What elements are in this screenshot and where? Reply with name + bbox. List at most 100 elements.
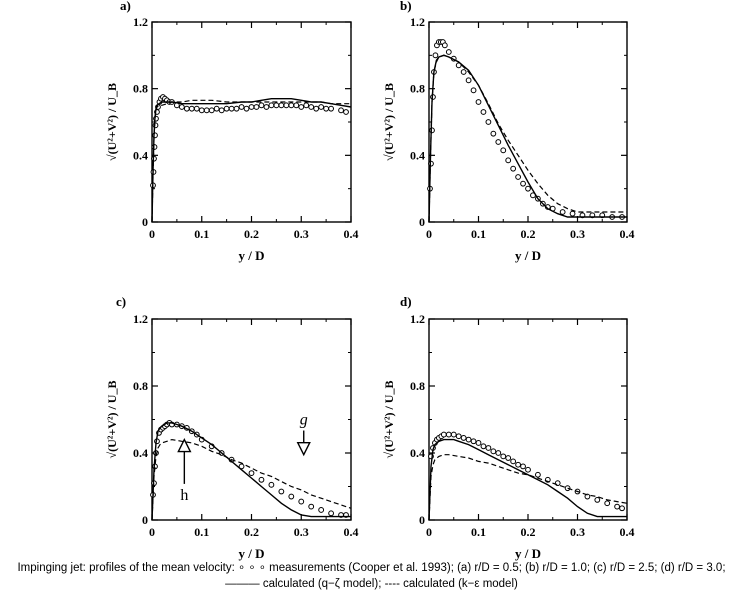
x-tick-label: 0.3 xyxy=(294,227,309,241)
q-zeta-model-curve xyxy=(151,422,351,521)
y-tick-label: 0.8 xyxy=(133,379,148,393)
measurement-point xyxy=(298,104,305,110)
x-tick-label: 0.3 xyxy=(570,525,585,539)
measurement-point xyxy=(318,104,325,110)
measurement-point xyxy=(293,102,300,109)
measurement-point xyxy=(445,431,452,438)
measurement-point xyxy=(243,105,250,112)
measurement-point xyxy=(441,42,448,49)
measurement-point xyxy=(450,431,457,438)
measurement-point xyxy=(515,461,521,468)
measurement-point xyxy=(218,107,225,114)
measurement-point xyxy=(510,165,517,172)
measurement-point xyxy=(151,144,158,150)
y-tick-label: 1.2 xyxy=(133,312,148,326)
measurement-point xyxy=(193,105,200,112)
measurement-point xyxy=(288,493,295,500)
measurement-point xyxy=(495,139,502,145)
measurement-point xyxy=(505,157,512,164)
measurement-point xyxy=(233,105,240,112)
x-axis-label: y / D xyxy=(515,546,541,561)
y-axis-label: √(U²+V²) / U_B xyxy=(382,381,396,459)
measurement-point xyxy=(500,147,507,154)
k-epsilon-model-curve xyxy=(151,438,352,521)
measurement-point xyxy=(584,493,591,500)
measurement-point xyxy=(278,488,285,495)
y-tick-label: 0.8 xyxy=(133,82,148,96)
measurement-point xyxy=(228,105,235,112)
x-tick-label: 0.1 xyxy=(194,525,209,539)
measurement-point xyxy=(455,62,462,69)
k-epsilon-model-curve xyxy=(428,54,627,223)
x-tick-label: 0.2 xyxy=(521,227,536,241)
annotation-arrow-head xyxy=(177,438,192,453)
x-tick-label: 0.1 xyxy=(471,525,486,539)
measurement-point xyxy=(480,109,487,115)
x-tick-label: 0.4 xyxy=(344,525,359,539)
measurement-point xyxy=(183,105,190,112)
measurement-point xyxy=(475,440,482,446)
k-epsilon-model-curve xyxy=(151,99,351,223)
measurement-point xyxy=(338,107,344,114)
measurement-point xyxy=(520,180,526,187)
annotation-label: g xyxy=(300,412,308,429)
measurement-point xyxy=(308,503,315,510)
measurement-point xyxy=(268,102,275,109)
measurement-point xyxy=(263,104,270,110)
x-tick-label: 0 xyxy=(426,525,432,539)
measurement-point xyxy=(188,105,195,112)
chart-panel-c: c) 0 0.1 0.2 0.3 0.4 0 0.4 0.8 1.2 y / D √(U²+V²) /… xyxy=(105,294,359,561)
measurement-point xyxy=(455,433,462,440)
x-tick-label: 0.2 xyxy=(244,525,259,539)
measurement-point xyxy=(268,481,275,488)
x-axis-label: y / D xyxy=(239,546,265,561)
x-tick-label: 0.4 xyxy=(620,227,635,241)
measurement-point xyxy=(303,102,310,109)
y-tick-label: 1.2 xyxy=(410,312,425,326)
x-tick-label: 0.2 xyxy=(521,525,536,539)
measurement-point xyxy=(569,210,576,217)
measurement-point xyxy=(283,102,290,109)
measurement-point xyxy=(223,105,230,112)
q-zeta-model-curve xyxy=(151,98,352,223)
measurement-point xyxy=(594,497,601,503)
measurement-point xyxy=(485,445,492,451)
y-tick-label: 0.4 xyxy=(410,148,425,162)
measurement-point xyxy=(198,107,205,114)
y-tick-label: 0.4 xyxy=(133,446,148,460)
x-tick-label: 0 xyxy=(426,227,432,241)
y-axis-label: √(U²+V²) / U_B xyxy=(382,83,396,161)
measurement-point xyxy=(485,119,492,125)
chart-panel-d: d) 0 0.1 0.2 0.3 0.4 0 0.4 0.8 1.2 y / D √(U²+V²) /… xyxy=(382,294,635,561)
measurement-point xyxy=(470,87,477,94)
measurement-point xyxy=(500,453,507,460)
measurement-point xyxy=(445,49,452,55)
y-axis-label: √(U²+V²) / U_B xyxy=(105,381,119,459)
measurement-point xyxy=(465,436,472,443)
figure-caption: Impinging jet: profiles of the mean velo… xyxy=(17,562,726,590)
x-tick-label: 0 xyxy=(149,525,155,539)
chart-panel-b: b) 0 0.1 0.2 0.3 0.4 0 0.4 0.8 1.2 y / D √(U²+V²) /… xyxy=(382,0,635,263)
y-tick-label: 1.2 xyxy=(133,15,148,29)
measurement-point xyxy=(460,69,467,75)
measurement-point xyxy=(273,102,280,109)
measurement-point xyxy=(258,102,265,109)
measurement-point xyxy=(238,104,245,110)
measurement-point xyxy=(298,498,305,505)
x-tick-label: 0.1 xyxy=(194,227,209,241)
panel-label: b) xyxy=(400,0,412,13)
measurement-point xyxy=(429,127,435,134)
y-tick-label: 0.4 xyxy=(133,148,148,162)
measurement-point xyxy=(495,450,502,456)
x-tick-label: 0.1 xyxy=(471,227,486,241)
measurement-point xyxy=(490,130,497,137)
measurement-point xyxy=(564,485,571,492)
measurement-point xyxy=(505,455,512,461)
x-tick-label: 0.3 xyxy=(294,525,309,539)
plot-frame xyxy=(428,318,628,521)
measurement-point xyxy=(535,471,541,478)
measurement-point xyxy=(440,431,447,438)
measurement-point xyxy=(525,185,531,192)
x-tick-label: 0.2 xyxy=(244,227,259,241)
